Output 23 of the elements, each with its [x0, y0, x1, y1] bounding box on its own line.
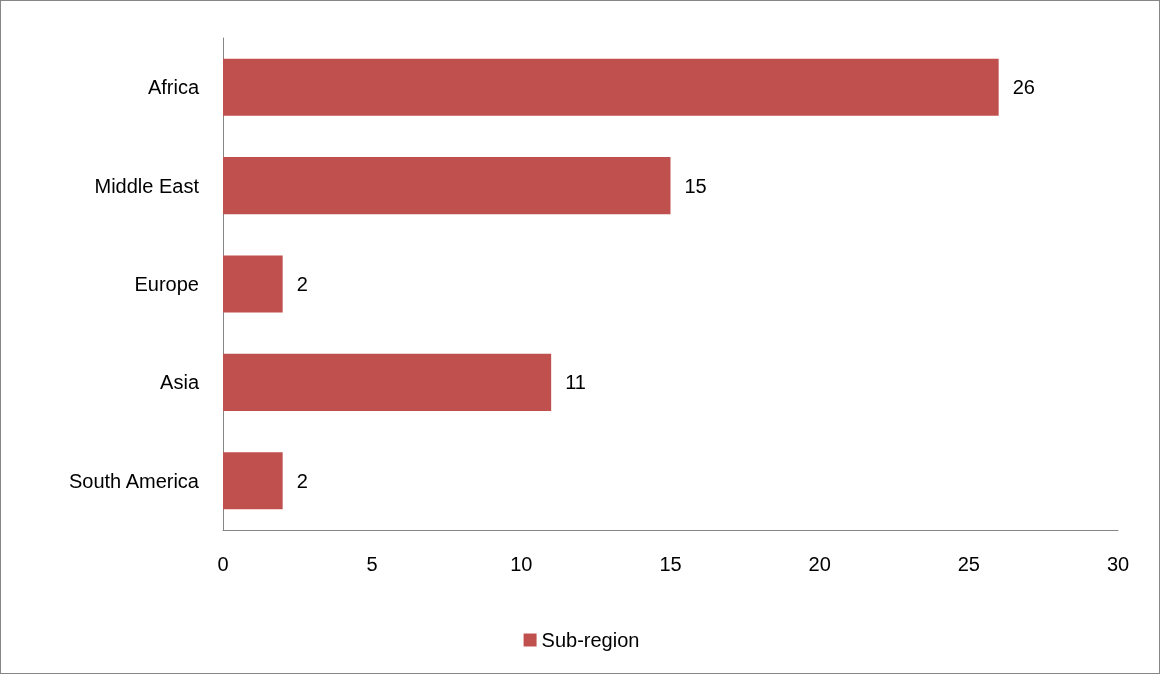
y-tick-label: Europe — [134, 273, 199, 295]
x-tick-label: 30 — [1106, 553, 1130, 575]
bar — [223, 452, 283, 510]
y-tick-label: Middle East — [94, 174, 200, 197]
y-tick-label: Africa — [147, 76, 200, 99]
bar — [223, 58, 999, 116]
x-tick-label: 20 — [808, 553, 831, 575]
x-tick-label: 10 — [510, 553, 533, 575]
data-label: 2 — [296, 273, 308, 295]
data-label: 15 — [684, 174, 707, 197]
x-tick-label: 25 — [957, 553, 980, 575]
data-label: 26 — [1012, 76, 1035, 99]
bar — [223, 255, 283, 313]
bar — [223, 157, 671, 215]
y-tick-label: South America — [68, 469, 200, 492]
y-tick-label: Asia — [160, 371, 200, 394]
bar — [223, 353, 552, 411]
x-tick-label: 5 — [366, 553, 378, 575]
legend-label: Sub-region — [541, 629, 640, 651]
data-label: 11 — [565, 371, 586, 394]
x-tick-label: 15 — [659, 553, 682, 575]
data-label: 2 — [296, 469, 308, 492]
x-tick-label: 0 — [217, 553, 229, 575]
